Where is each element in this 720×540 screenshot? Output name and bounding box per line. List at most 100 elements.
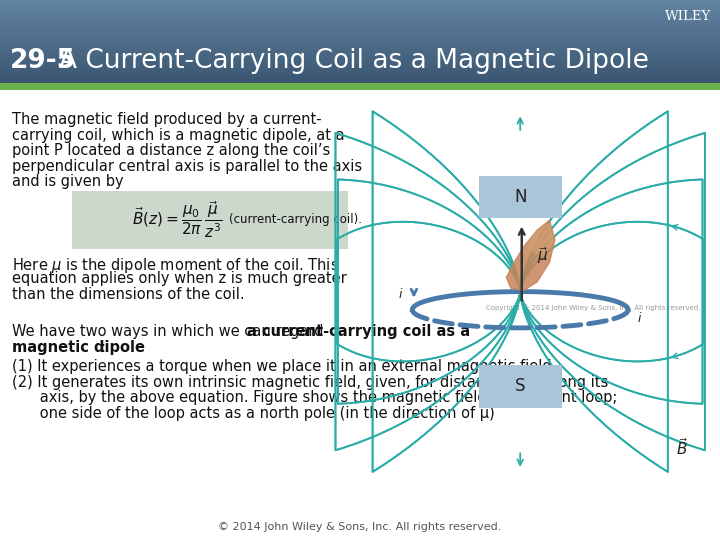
Bar: [0, 72, 720, 73]
Bar: [0, 26, 720, 27]
Bar: [0, 50, 720, 51]
Bar: [0, 47, 720, 48]
Bar: [0, 20, 720, 21]
Bar: [0, 3, 720, 4]
Bar: [0, 34, 720, 35]
Bar: [0, 80, 720, 81]
Bar: [0, 60, 720, 62]
Bar: [0, 11, 720, 12]
Text: S: S: [515, 377, 526, 395]
Bar: [0, 48, 720, 49]
Bar: [0, 67, 720, 68]
Bar: [0, 71, 720, 72]
Bar: [0, 44, 720, 45]
Text: equation applies only when z is much greater: equation applies only when z is much gre…: [12, 271, 347, 286]
Bar: [0, 68, 720, 69]
FancyBboxPatch shape: [72, 191, 348, 248]
Bar: [0, 28, 720, 29]
Bar: [0, 21, 720, 22]
Text: magnetic dipole: magnetic dipole: [12, 340, 145, 355]
Bar: [0, 45, 720, 46]
Bar: [0, 83, 720, 84]
Polygon shape: [506, 220, 555, 291]
Bar: [0, 0, 720, 1]
Bar: [0, 76, 720, 77]
Polygon shape: [528, 224, 552, 256]
Bar: [0, 14, 720, 15]
Bar: [0, 2, 720, 3]
Text: and is given by: and is given by: [12, 174, 124, 189]
Text: (current-carrying coil).: (current-carrying coil).: [229, 213, 362, 226]
Bar: [0, 4, 720, 5]
Text: (2) It generates its own intrinsic magnetic field, given, for distant points alo: (2) It generates its own intrinsic magne…: [12, 375, 608, 389]
Bar: [0, 46, 720, 47]
Text: WILEY: WILEY: [665, 10, 711, 23]
Text: Copyright © 2014 John Wiley & Sons, Inc. All rights reserved.: Copyright © 2014 John Wiley & Sons, Inc.…: [485, 304, 700, 310]
Bar: [0, 5, 720, 6]
Bar: [0, 27, 720, 28]
Bar: [0, 75, 720, 76]
Bar: [0, 66, 720, 67]
Bar: [0, 77, 720, 78]
Text: than the dimensions of the coil.: than the dimensions of the coil.: [12, 287, 245, 302]
Bar: [0, 25, 720, 26]
Bar: [0, 62, 720, 63]
Bar: [0, 29, 720, 30]
Text: axis, by the above equation. Figure shows the magnetic field of a current loop;: axis, by the above equation. Figure show…: [12, 390, 617, 405]
Text: a current-carrying coil as a: a current-carrying coil as a: [247, 324, 470, 339]
Text: $\vec{B}(z) = \dfrac{\mu_0}{2\pi}\,\dfrac{\vec{\mu}}{z^3}$: $\vec{B}(z) = \dfrac{\mu_0}{2\pi}\,\dfra…: [132, 199, 222, 240]
Bar: [0, 78, 720, 79]
Bar: [0, 18, 720, 19]
Bar: [0, 56, 720, 57]
Bar: [0, 43, 720, 44]
Bar: [0, 9, 720, 10]
Bar: [0, 15, 720, 16]
Bar: [0, 33, 720, 34]
Text: carrying coil, which is a magnetic dipole, at a: carrying coil, which is a magnetic dipol…: [12, 127, 345, 143]
Text: perpendicular central axis is parallel to the axis: perpendicular central axis is parallel t…: [12, 159, 362, 174]
Bar: [0, 37, 720, 38]
Bar: [0, 82, 720, 83]
Text: (1) It experiences a torque when we place it in an external magnetic field.: (1) It experiences a torque when we plac…: [12, 359, 557, 374]
Bar: [0, 51, 720, 52]
Text: We have two ways in which we can regard: We have two ways in which we can regard: [12, 324, 328, 339]
Bar: [0, 39, 720, 40]
Bar: [0, 17, 720, 18]
Bar: [0, 22, 720, 23]
Text: Here $\mu$ is the dipole moment of the coil. This: Here $\mu$ is the dipole moment of the c…: [12, 255, 339, 275]
Bar: [0, 23, 720, 24]
Bar: [0, 24, 720, 25]
Bar: [0, 31, 720, 32]
Bar: [0, 64, 720, 65]
Bar: [0, 36, 720, 37]
Bar: [0, 55, 720, 56]
Bar: [0, 59, 720, 60]
Bar: [0, 69, 720, 70]
Text: one side of the loop acts as a north pole (in the direction of μ): one side of the loop acts as a north pol…: [12, 406, 495, 421]
Bar: [0, 41, 720, 42]
Bar: [0, 35, 720, 36]
Text: $\vec{B}$: $\vec{B}$: [676, 437, 688, 457]
Bar: [0, 74, 720, 75]
Bar: [0, 65, 720, 66]
Bar: [0, 38, 720, 39]
Bar: [0, 42, 720, 43]
Bar: [0, 32, 720, 33]
Text: 29-5: 29-5: [10, 48, 76, 73]
Bar: [0, 12, 720, 14]
Bar: [0, 52, 720, 53]
FancyBboxPatch shape: [479, 176, 562, 218]
Text: © 2014 John Wiley & Sons, Inc. All rights reserved.: © 2014 John Wiley & Sons, Inc. All right…: [218, 522, 502, 532]
Bar: [0, 40, 720, 41]
Bar: [0, 73, 720, 74]
Text: $\vec{\mu}$: $\vec{\mu}$: [537, 246, 549, 266]
Bar: [0, 30, 720, 31]
Bar: [0, 53, 720, 55]
Bar: [0, 6, 720, 7]
Text: point P located a distance z along the coil’s: point P located a distance z along the c…: [12, 143, 330, 158]
Text: A Current-Carrying Coil as a Magnetic Dipole: A Current-Carrying Coil as a Magnetic Di…: [59, 48, 649, 73]
Bar: [0, 8, 720, 9]
Text: i: i: [399, 288, 402, 301]
Bar: [0, 58, 720, 59]
Bar: [0, 7, 720, 8]
